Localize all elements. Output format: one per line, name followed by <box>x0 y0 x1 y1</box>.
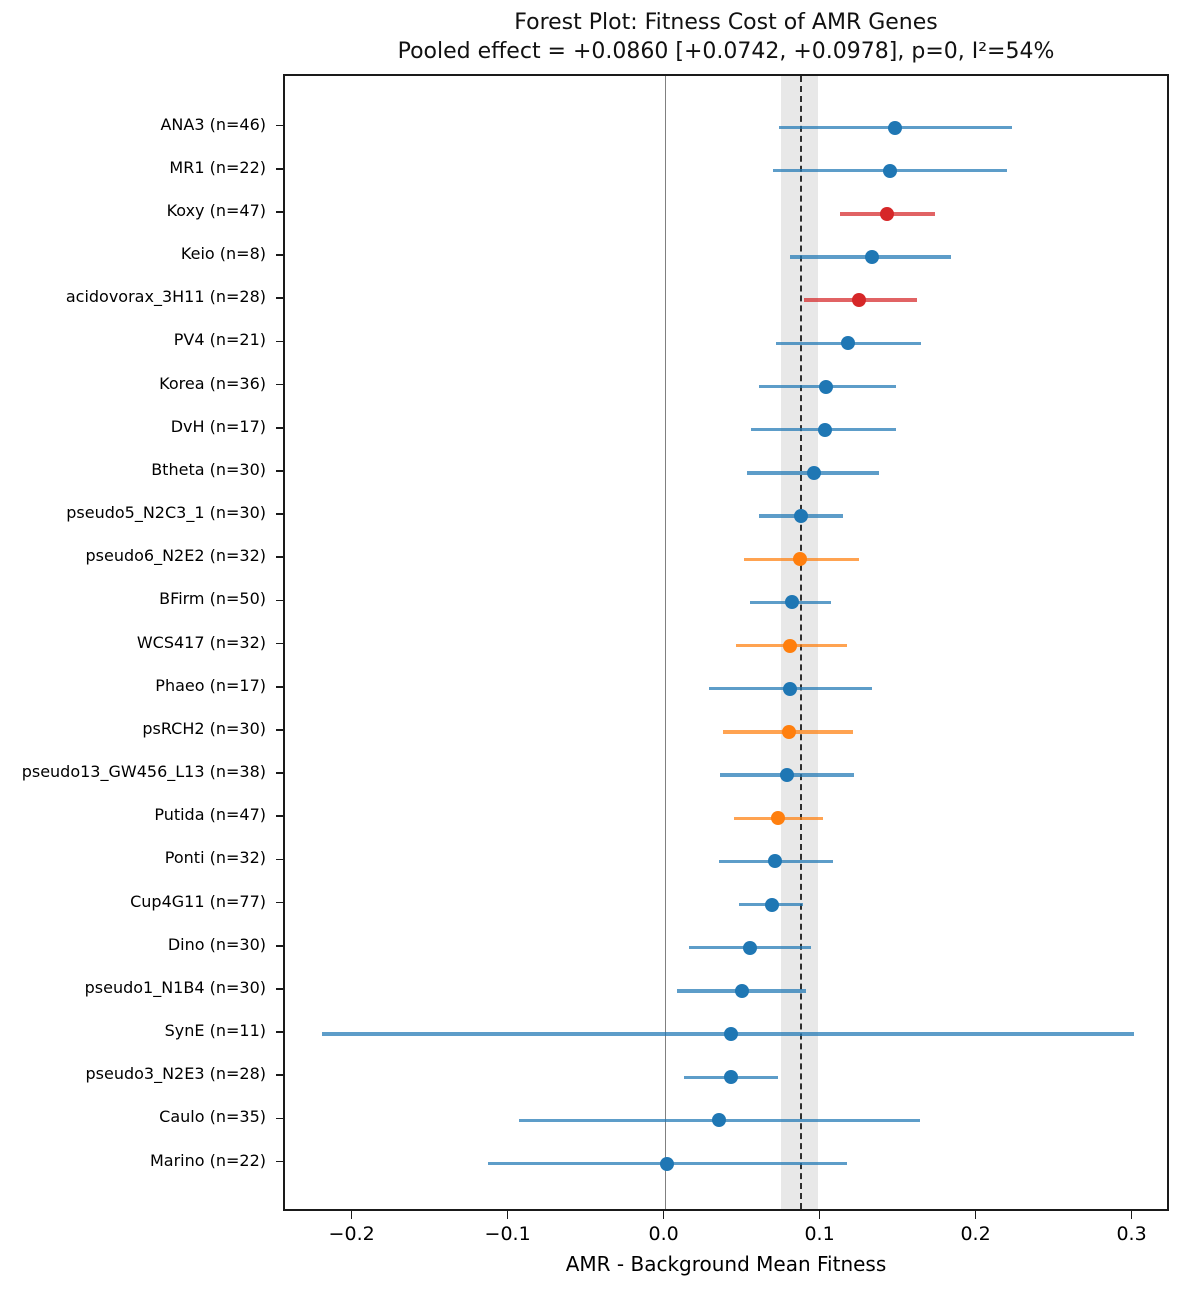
y-tick-label: Keio (n=8) <box>180 244 266 263</box>
y-tick <box>276 729 283 731</box>
y-tick <box>276 1031 283 1033</box>
y-tick <box>276 124 283 127</box>
point-estimate-marker <box>817 422 832 437</box>
x-tick-label: 0.1 <box>804 1223 835 1245</box>
y-tick-label: Cup4G11 (n=77) <box>130 891 266 911</box>
x-tick-label: 0.3 <box>1116 1223 1147 1245</box>
y-tick <box>276 642 283 645</box>
y-tick-label: Marino (n=22) <box>149 1150 266 1170</box>
y-tick <box>276 599 283 602</box>
y-tick-label: Koxy (n=47) <box>166 200 266 220</box>
y-tick <box>276 470 283 472</box>
point-estimate-marker <box>887 120 902 135</box>
y-tick <box>276 1160 283 1163</box>
y-tick-label: pseudo5_N2C3_1 (n=30) <box>66 503 266 523</box>
x-tick-label: −0.2 <box>328 1223 375 1245</box>
point-estimate-marker <box>792 552 807 567</box>
y-tick <box>276 944 283 947</box>
y-tick-label: pseudo1_N1B4 (n=30) <box>84 977 266 997</box>
y-tick-label: Phaeo (n=17) <box>155 675 266 695</box>
point-estimate-marker <box>852 293 867 308</box>
y-tick <box>276 167 283 170</box>
y-tick-label: pseudo3_N2E3 (n=28) <box>85 1064 266 1084</box>
point-estimate-marker <box>883 163 898 178</box>
x-tick-label: 0.0 <box>648 1223 679 1245</box>
point-estimate-marker <box>724 1027 739 1042</box>
point-estimate-marker <box>880 206 895 221</box>
point-estimate-marker <box>794 509 809 524</box>
point-estimate-marker <box>783 638 798 653</box>
chart-title: Forest Plot: Fitness Cost of AMR Genes <box>514 10 938 35</box>
y-tick <box>276 858 283 861</box>
point-estimate-marker <box>784 595 799 610</box>
y-tick <box>276 988 283 990</box>
point-estimate-marker <box>841 336 856 351</box>
point-estimate-marker <box>742 940 757 955</box>
point-estimate-marker <box>806 465 821 480</box>
point-estimate-marker <box>780 768 795 783</box>
y-tick <box>276 340 283 343</box>
point-estimate-marker <box>660 1156 675 1171</box>
x-tick <box>350 1211 353 1219</box>
zero-reference-line <box>664 76 667 1209</box>
y-tick-label: Btheta (n=30) <box>151 459 266 479</box>
x-tick <box>662 1211 665 1219</box>
y-tick-label: Putida (n=47) <box>154 805 266 825</box>
point-estimate-marker <box>735 983 750 998</box>
y-tick-label: WCS417 (n=32) <box>136 632 266 652</box>
y-tick <box>276 815 283 818</box>
y-tick-label: ANA3 (n=46) <box>160 114 266 134</box>
y-tick-label: pseudo13_GW456_L13 (n=38) <box>21 762 266 782</box>
y-tick-label: psRCH2 (n=30) <box>142 718 266 738</box>
x-tick-label: −0.1 <box>484 1223 531 1245</box>
y-tick <box>276 513 283 515</box>
point-estimate-marker <box>864 250 879 264</box>
y-tick <box>276 254 283 256</box>
y-tick <box>276 210 283 213</box>
point-estimate-marker <box>767 854 782 869</box>
y-tick-label: acidovorax_3H11 (n=28) <box>65 287 266 307</box>
y-tick-label: Korea (n=36) <box>159 373 266 393</box>
point-estimate-marker <box>819 379 834 394</box>
chart-subtitle: Pooled effect = +0.0860 [+0.0742, +0.097… <box>397 39 1055 64</box>
x-tick-label: 0.2 <box>960 1223 991 1245</box>
y-tick <box>276 901 283 904</box>
x-tick <box>974 1211 977 1219</box>
y-tick <box>276 685 283 688</box>
point-estimate-marker <box>770 811 785 826</box>
point-estimate-marker <box>764 897 779 912</box>
y-tick <box>276 1074 283 1077</box>
y-tick <box>276 297 283 300</box>
y-tick-label: SynE (n=11) <box>164 1021 266 1041</box>
x-tick <box>818 1211 821 1219</box>
y-tick <box>276 556 283 559</box>
point-estimate-marker <box>724 1070 739 1085</box>
y-tick <box>276 383 283 386</box>
y-tick-label: MR1 (n=22) <box>169 157 266 177</box>
y-tick <box>276 1117 283 1120</box>
x-axis-label: AMR - Background Mean Fitness <box>565 1252 887 1276</box>
point-estimate-marker <box>781 724 796 739</box>
point-estimate-marker <box>783 681 798 696</box>
y-tick-label: Caulo (n=35) <box>159 1107 266 1127</box>
x-tick <box>1130 1211 1133 1219</box>
y-tick-label: DvH (n=17) <box>170 416 266 436</box>
y-tick-label: Ponti (n=32) <box>164 848 266 868</box>
y-tick-label: BFirm (n=50) <box>159 589 266 609</box>
y-tick-label: PV4 (n=21) <box>173 330 266 350</box>
y-tick-label: pseudo6_N2E2 (n=32) <box>85 546 266 566</box>
point-estimate-marker <box>711 1113 726 1128</box>
plot-area <box>283 74 1169 1211</box>
y-tick <box>276 426 283 429</box>
y-tick <box>276 772 283 774</box>
y-tick-label: Dino (n=30) <box>167 934 266 954</box>
pooled-effect-dashed-line <box>799 76 802 1209</box>
x-tick <box>506 1211 509 1219</box>
